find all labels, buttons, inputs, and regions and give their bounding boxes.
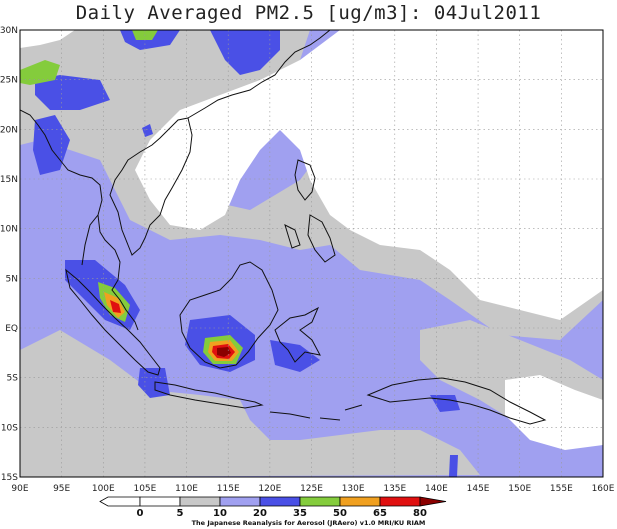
colorbar-level-label: 0 xyxy=(137,508,144,519)
colorbar-swatch xyxy=(259,496,301,507)
colorbar-level-label: 80 xyxy=(413,508,427,519)
pm25-band-80-plus xyxy=(217,347,231,357)
coastline xyxy=(187,30,331,119)
latitude-label: 15N xyxy=(0,175,18,185)
longitude-labels: 90E 95E 100E 105E 110E 115E 120E 125E 130E 135E 14… xyxy=(11,484,614,494)
longitude-label: 95E xyxy=(53,484,70,494)
longitude-label: 105E xyxy=(133,484,156,494)
pm25-field xyxy=(20,30,603,477)
colorbar-swatch xyxy=(299,496,341,507)
coastline xyxy=(179,261,279,369)
pm25-band-65-80 xyxy=(110,300,121,313)
longitude-label: 145E xyxy=(467,484,490,494)
colorbar-swatch xyxy=(99,496,141,507)
latitude-label: 30N xyxy=(0,26,18,36)
longitude-label: 160E xyxy=(592,484,615,494)
latitude-label: 10N xyxy=(0,225,18,235)
coastline xyxy=(284,159,336,263)
longitude-label: 125E xyxy=(300,484,323,494)
longitude-label: 90E xyxy=(11,484,28,494)
pm25-band-20-35 xyxy=(210,30,280,75)
longitude-label: 130E xyxy=(342,484,365,494)
colorbar-swatch xyxy=(419,496,447,507)
pm25-band-20-35 xyxy=(138,368,170,398)
coastline xyxy=(274,306,321,363)
longitude-label: 150E xyxy=(508,484,531,494)
longitude-label: 135E xyxy=(383,484,406,494)
map-frame xyxy=(19,29,604,478)
pm25-band-20-35 xyxy=(35,75,110,110)
coastline xyxy=(366,377,547,425)
colorbar-level-label: 20 xyxy=(253,508,267,519)
latitude-label: 20N xyxy=(0,125,18,135)
latitude-label: 15S xyxy=(1,473,18,483)
longitude-label: 100E xyxy=(92,484,115,494)
longitude-label: 110E xyxy=(175,484,198,494)
latitude-label: EQ xyxy=(5,324,18,334)
longitude-label: 115E xyxy=(217,484,240,494)
coastline xyxy=(65,268,161,376)
pm25-band-20-35 xyxy=(449,455,458,477)
pm25-band-0-10 xyxy=(505,375,603,450)
map-title: Daily Averaged PM2.5 [ug/m3]: 04Jul2011 xyxy=(75,2,542,24)
colorbar-level-label: 50 xyxy=(333,508,347,519)
latitude-labels: 30N 25N 20N 15N 10N 5N EQ 5S 10S 15S xyxy=(0,26,18,483)
coastline xyxy=(20,109,193,331)
longitude-label: 155E xyxy=(550,484,573,494)
colorbar-swatch xyxy=(219,496,261,507)
longitude-label: 140E xyxy=(425,484,448,494)
colorbar-swatch xyxy=(179,496,221,507)
longitude-label: 120E xyxy=(258,484,281,494)
latitude-label: 5S xyxy=(7,374,19,384)
colorbar-swatch xyxy=(139,496,181,507)
credit-line: The Japanese Reanalysis for Aerosol (JRA… xyxy=(191,519,426,527)
pm25-band-0-10 xyxy=(20,30,75,48)
pm25-band-35-50 xyxy=(20,60,60,85)
colorbar-level-label: 35 xyxy=(293,508,307,519)
colorbar-swatch xyxy=(339,496,381,507)
pm25-band-20-35 xyxy=(33,115,70,175)
colorbar-swatch xyxy=(379,496,421,507)
colorbar-level-label: 65 xyxy=(373,508,387,519)
pm25-band-20-35 xyxy=(270,340,320,372)
latitude-label: 5N xyxy=(6,274,18,284)
colorbar-level-label: 5 xyxy=(177,508,184,519)
colorbar-level-label: 10 xyxy=(213,508,227,519)
colorbar: 0 5 10 20 35 50 65 80 xyxy=(99,496,447,519)
latitude-label: 10S xyxy=(1,423,18,433)
coastline xyxy=(154,381,264,409)
latitude-label: 25N xyxy=(0,76,18,86)
coastline xyxy=(269,404,363,421)
pm25-band-10-20 xyxy=(20,330,480,477)
pm25-band-0-10 xyxy=(135,30,603,320)
coastlines xyxy=(20,30,547,425)
